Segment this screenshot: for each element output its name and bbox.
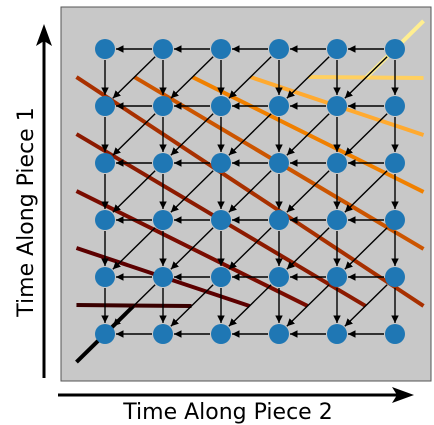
alignment-edge: [170, 113, 214, 156]
grid-node: [269, 267, 289, 287]
alignment-edge: [286, 284, 330, 327]
alignment-edge: [344, 284, 388, 327]
x-axis-label: Time Along Piece 2: [122, 400, 332, 425]
grid-node: [95, 324, 115, 344]
grid-node: [385, 324, 405, 344]
grid-node: [95, 210, 115, 230]
grid-node: [211, 153, 231, 173]
grid-node: [153, 153, 173, 173]
grid-node: [269, 324, 289, 344]
alignment-edge: [228, 170, 272, 213]
grid-node: [211, 210, 231, 230]
grid-node: [211, 39, 231, 59]
grid-node: [153, 324, 173, 344]
alignment-edges: [101, 45, 399, 338]
alignment-edge: [344, 227, 388, 270]
alignment-edge: [228, 56, 272, 99]
alignment-edge: [344, 56, 388, 99]
grid-node: [327, 210, 347, 230]
y-axis-label: Time Along Piece 1: [14, 107, 39, 317]
grid-node: [95, 153, 115, 173]
grid-node: [269, 96, 289, 116]
grid-nodes: [95, 39, 405, 344]
y-axis-arrow: [36, 24, 52, 378]
grid-node: [385, 267, 405, 287]
grid-node: [269, 210, 289, 230]
alignment-edge: [286, 56, 330, 99]
grid-node: [327, 153, 347, 173]
alignment-edge: [112, 113, 156, 156]
grid-node: [211, 267, 231, 287]
grid-node: [211, 324, 231, 344]
grid-node: [153, 210, 173, 230]
alignment-edge: [170, 284, 214, 327]
alignment-edge: [228, 227, 272, 270]
grid-node: [211, 96, 231, 116]
grid-node: [95, 267, 115, 287]
alignment-edge: [170, 227, 214, 270]
grid-node: [327, 324, 347, 344]
alignment-edge: [112, 56, 156, 99]
alignment-edge: [286, 227, 330, 270]
grid-node: [385, 39, 405, 59]
alignment-edge: [112, 284, 156, 327]
grid-node: [153, 96, 173, 116]
alignment-edge: [112, 170, 156, 213]
grid-node: [327, 39, 347, 59]
alignment-edge: [286, 170, 330, 213]
alignment-edge: [344, 113, 388, 156]
alignment-edge: [228, 113, 272, 156]
grid-node: [385, 96, 405, 116]
alignment-edge: [170, 56, 214, 99]
grid-node: [385, 210, 405, 230]
x-axis-arrow: [58, 387, 414, 403]
grid-node: [95, 96, 115, 116]
grid-node: [153, 267, 173, 287]
alignment-edge: [170, 170, 214, 213]
grid-node: [95, 39, 115, 59]
alignment-edge: [228, 284, 272, 327]
alignment-edge: [286, 113, 330, 156]
grid-node: [269, 39, 289, 59]
grid-node: [269, 153, 289, 173]
grid-node: [327, 267, 347, 287]
grid-node: [327, 96, 347, 116]
grid-node: [153, 39, 173, 59]
alignment-edge: [112, 227, 156, 270]
alignment-edge: [344, 170, 388, 213]
grid-node: [385, 153, 405, 173]
